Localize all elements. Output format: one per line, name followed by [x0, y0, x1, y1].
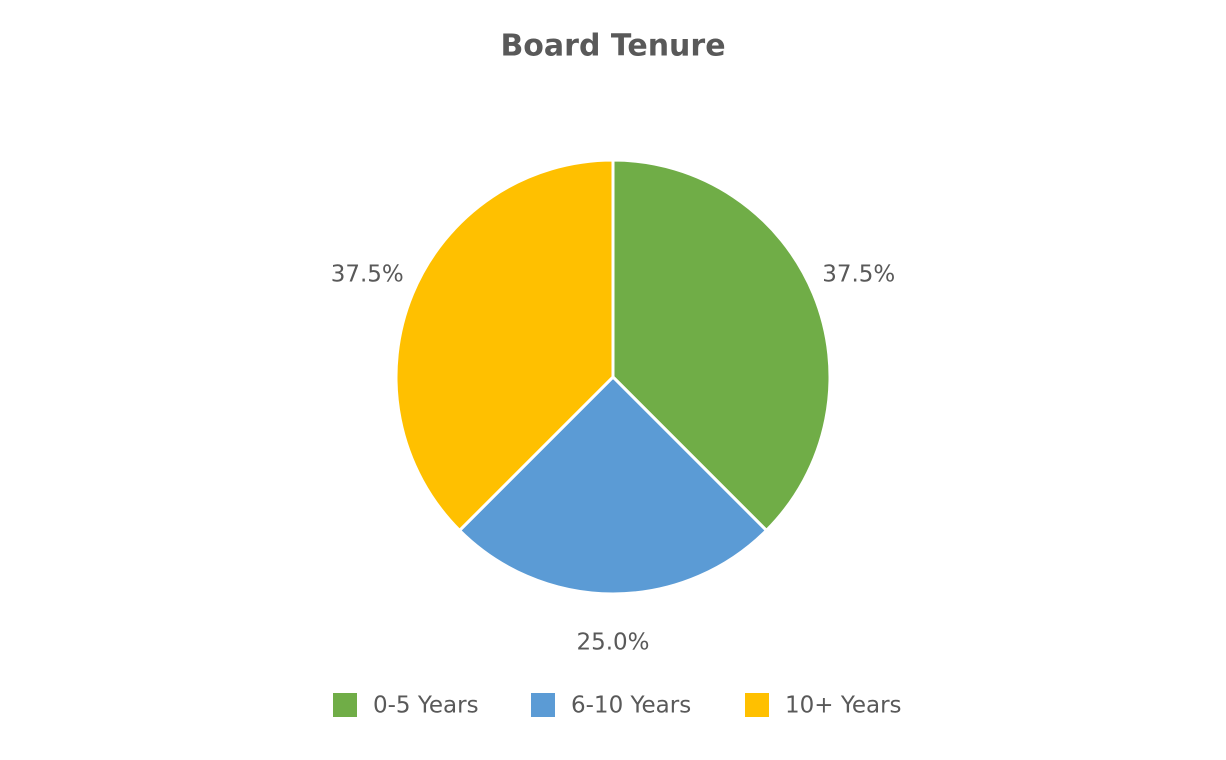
data-label: 37.5% [331, 262, 404, 288]
pie-slice [458, 375, 768, 596]
pie-slice [611, 158, 832, 532]
legend-label: 10+ Years [785, 693, 902, 719]
chart-title: Board Tenure [500, 29, 725, 64]
legend-swatch [745, 693, 769, 717]
legend-label: 6-10 Years [571, 693, 691, 719]
legend-swatch [333, 693, 357, 717]
legend-swatch [531, 693, 555, 717]
data-label: 25.0% [576, 630, 649, 656]
pie-slice [394, 158, 615, 532]
legend-label: 0-5 Years [373, 693, 479, 719]
data-label: 37.5% [822, 262, 895, 288]
